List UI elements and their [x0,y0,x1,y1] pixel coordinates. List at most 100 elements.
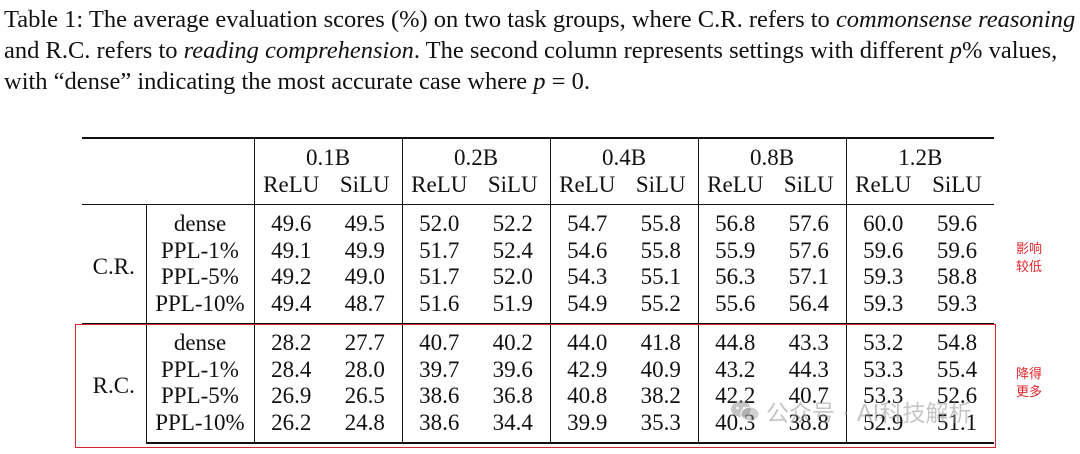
rc-annotation-line: 降得 [1015,367,1042,382]
size-header-row: 0.1B 0.2B 0.4B 0.8B 1.2B [82,137,994,172]
score-cell: 39.7 [401,356,476,383]
table-row: PPL-5% 26.9 26.5 38.6 36.8 40.8 38.2 42.2 40.7 53… [82,383,994,410]
score-cell: 38.6 [401,409,476,444]
score-cell: 44.3 [788,356,829,382]
group-label: R.C. [82,323,146,443]
score-cell: 34.4 [476,409,550,444]
activation-header: ReLU [845,171,920,205]
size-header: 0.8B [697,137,846,172]
wechat-icon [731,401,760,422]
size-header: 0.1B [253,137,402,172]
score-cell: 55.6 [697,290,772,324]
setting-label: PPL-10% [145,290,254,324]
score-cell: 52.4 [492,237,533,263]
score-cell: 49.5 [328,204,402,238]
score-cell: 40.2 [476,323,550,357]
caption-p-expr: p [533,68,546,95]
results-table: 0.1B 0.2B 0.4B 0.8B 1.2B ReLU SiLU ReLU … [82,137,994,444]
caption-lead: Table 1: The average evaluation scores (… [4,6,836,33]
score-cell: 51.6 [401,290,476,324]
score-cell: 52.0 [492,264,533,289]
score-cell: 38.2 [640,383,681,408]
score-cell: 49.0 [344,264,385,289]
score-cell: 53.3 [845,383,920,410]
activation-header: ReLU [253,171,328,205]
caption-tail1: . The second column represents settings … [413,37,950,64]
setting-label: dense [145,323,254,357]
table-row: C.R. dense 49.6 49.5 52.0 52.2 54.7 55.8 56.8 57.… [82,204,994,324]
score-cell: 40.8 [549,383,624,410]
score-cell: 59.6 [936,237,978,263]
score-cell: 53.3 [845,356,920,383]
score-cell: 39.9 [549,409,624,444]
score-cell: 55.2 [640,290,681,316]
score-cell: 40.7 [788,383,829,408]
score-cell: 55.1 [640,264,681,289]
table-row: PPL-1% 49.1 49.9 51.7 52.4 54.6 55.8 55.9 57.6 59… [82,237,994,264]
table-caption: Table 1: The average evaluation scores (… [4,4,1076,97]
activation-header: SiLU [635,171,686,197]
size-header: 0.2B [401,137,550,172]
score-cell: 40.7 [401,323,476,357]
activation-header: ReLU [401,171,476,205]
score-cell: 49.9 [344,237,385,263]
score-cell: 40.3 [697,409,772,444]
setting-label: dense [145,204,254,238]
score-cell: 59.3 [845,264,920,291]
score-cell: 26.2 [253,409,328,444]
score-cell: 54.8 [920,323,994,357]
score-cell: 59.3 [845,290,920,324]
activation-header: ReLU [549,171,624,205]
cr-annotation-line: 较低 [1015,260,1042,275]
score-cell: 52.2 [476,204,550,238]
score-cell: 56.8 [697,204,772,238]
activation-header: SiLU [932,171,982,197]
score-cell: 49.4 [253,290,328,324]
score-cell: 51.1 [920,409,994,444]
setting-label: PPL-10% [145,409,254,444]
score-cell: 54.6 [549,237,624,264]
score-cell: 57.1 [788,264,829,289]
score-cell: 27.7 [328,323,402,357]
caption-cr-term: commonsense reasoning [835,6,1076,33]
score-cell: 49.1 [253,237,328,264]
score-cell: 49.2 [253,264,328,291]
score-cell: 54.3 [549,264,624,291]
rc-annotation: 降得 更多 [1012,366,1046,402]
size-header: 0.4B [549,137,698,172]
score-cell: 52.0 [401,204,476,238]
caption-mid: and R.C. refers to [4,37,184,64]
score-cell: 39.6 [492,356,533,382]
score-cell: 55.4 [936,356,978,382]
activation-header: SiLU [339,171,390,197]
score-cell: 43.3 [772,323,846,357]
score-cell: 26.9 [253,383,328,410]
score-cell: 26.5 [344,383,385,408]
setting-label: PPL-5% [145,383,254,410]
caption-rc-term: reading comprehension [183,37,414,64]
score-cell: 40.9 [640,356,681,382]
setting-label: PPL-5% [145,264,254,291]
score-cell: 55.8 [640,237,681,263]
size-header: 1.2B [845,137,994,172]
score-cell: 24.8 [328,409,402,444]
score-cell: 38.6 [401,383,476,410]
score-cell: 48.7 [344,290,385,316]
score-cell: 35.3 [624,409,698,444]
score-cell: 57.6 [788,237,829,263]
score-cell: 41.8 [624,323,698,357]
score-cell: 44.0 [549,323,624,357]
caption-tail2: % values, with “dense” indicating the mo… [4,37,1058,95]
score-cell: 55.8 [624,204,698,238]
score-cell: 36.8 [492,383,533,408]
score-cell: 43.2 [697,356,772,383]
score-cell: 56.3 [697,264,772,291]
watermark: 公众号 · AI科技解析 [730,394,971,428]
rc-highlight-box [75,324,996,448]
watermark-text: 公众号 · AI科技解析 [766,401,972,427]
score-cell: 54.9 [549,290,624,324]
caption-p-symbol: p [949,37,963,64]
score-cell: 60.0 [845,204,920,238]
table-row: PPL-10% 49.4 48.7 51.6 51.9 54.9 55.2 55.6 56.4 5… [82,290,994,324]
score-cell: 54.7 [549,204,624,238]
